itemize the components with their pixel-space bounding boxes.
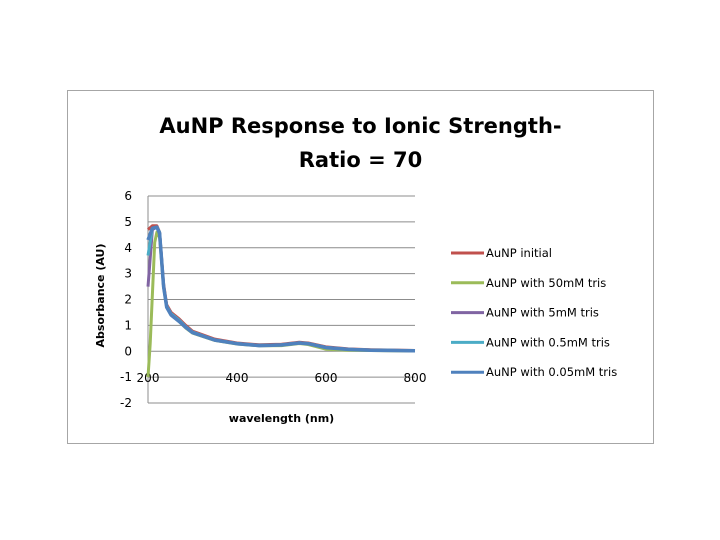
- x-tick-label: 800: [404, 371, 427, 385]
- y-tick-label: 6: [124, 189, 132, 203]
- series-line-1: [146, 230, 416, 378]
- series-line-3: [146, 225, 416, 353]
- y-tick-label: -1: [120, 370, 132, 384]
- y-axis-label: Absorbance (AU): [94, 243, 107, 347]
- legend-label-4: AuNP with 0.05mM tris: [486, 365, 617, 379]
- y-tick-label: 2: [124, 293, 132, 307]
- legend-label-3: AuNP with 0.5mM tris: [486, 335, 610, 349]
- x-tick-label: 400: [226, 371, 249, 385]
- x-tick-label: 600: [315, 371, 338, 385]
- chart-frame: [67, 90, 654, 444]
- legend-label-2: AuNP with 5mM tris: [486, 306, 599, 320]
- y-tick-label: -2: [120, 396, 132, 410]
- series-line-2: [146, 225, 416, 353]
- chart-title-line-1: AuNP Response to Ionic Strength-: [159, 114, 562, 138]
- x-tick-label: 200: [137, 371, 160, 385]
- legend-label-1: AuNP with 50mM tris: [486, 276, 606, 290]
- y-tick-label: 0: [124, 344, 132, 358]
- y-tick-label: 3: [124, 267, 132, 281]
- x-axis-label: wavelength (nm): [229, 412, 334, 425]
- series-line-0: [147, 224, 416, 352]
- y-tick-label: 5: [124, 215, 132, 229]
- series-line-4: [146, 225, 416, 353]
- legend-label-0: AuNP initial: [486, 246, 552, 260]
- y-tick-label: 1: [124, 318, 132, 332]
- y-tick-label: 4: [124, 241, 132, 255]
- chart-title-line-2: Ratio = 70: [298, 148, 423, 172]
